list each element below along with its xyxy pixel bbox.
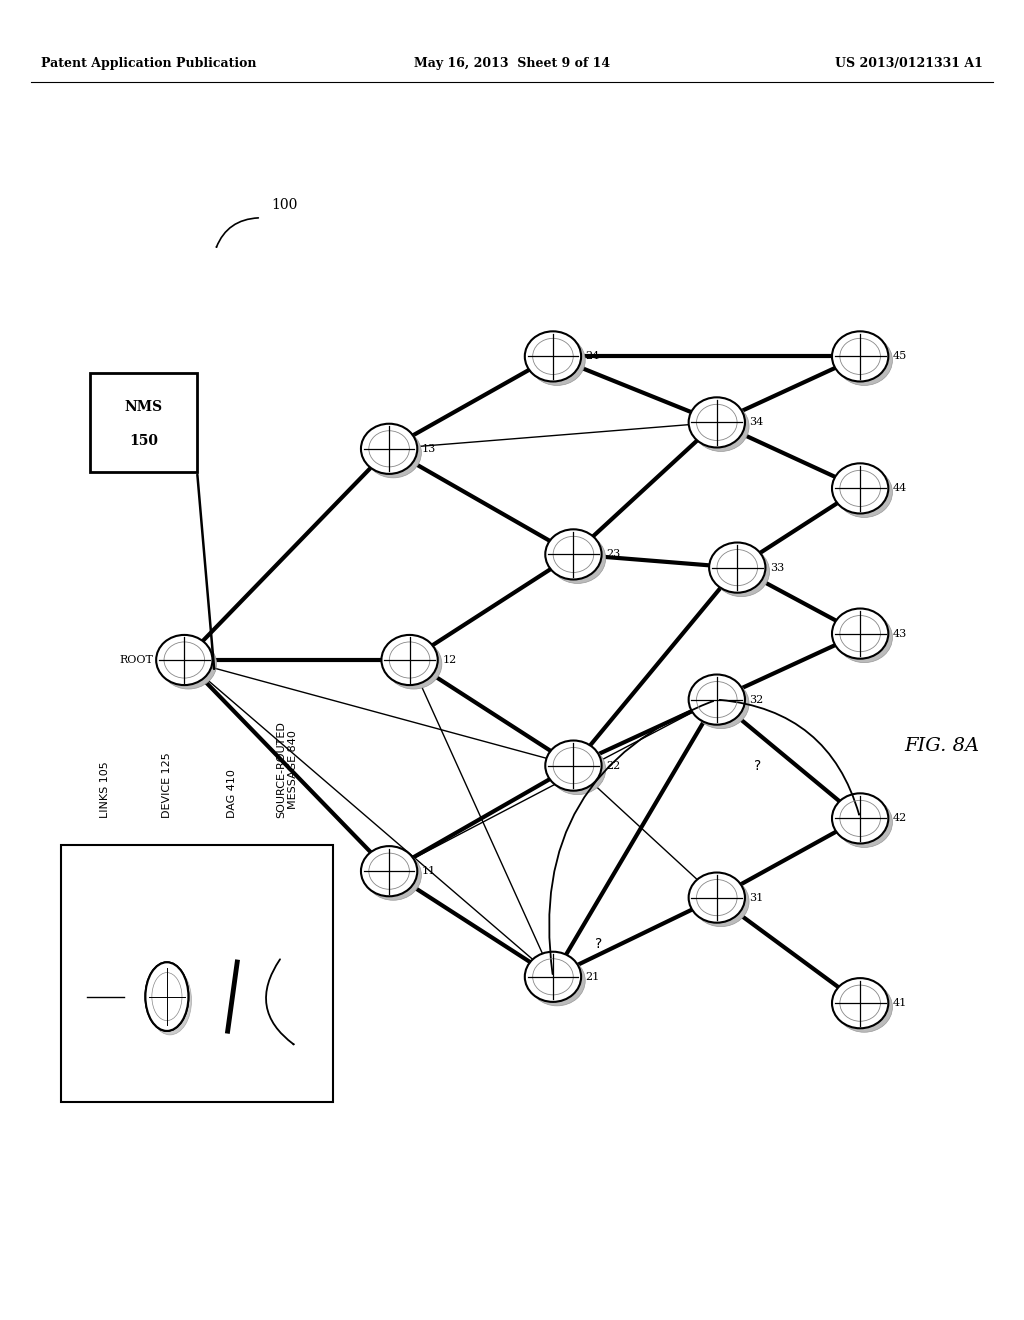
Text: 12: 12: [442, 655, 457, 665]
Ellipse shape: [148, 966, 191, 1035]
Ellipse shape: [831, 331, 888, 381]
FancyBboxPatch shape: [90, 372, 197, 471]
Ellipse shape: [385, 639, 442, 689]
Ellipse shape: [550, 744, 606, 795]
Text: 45: 45: [893, 351, 907, 362]
Text: US 2013/0121331 A1: US 2013/0121331 A1: [836, 57, 983, 70]
Text: 33: 33: [770, 562, 784, 573]
Ellipse shape: [546, 741, 602, 791]
Text: 32: 32: [750, 694, 764, 705]
Ellipse shape: [145, 962, 188, 1031]
Ellipse shape: [831, 463, 888, 513]
Ellipse shape: [836, 612, 892, 663]
Ellipse shape: [365, 850, 422, 900]
Text: 42: 42: [893, 813, 907, 824]
Text: NMS: NMS: [124, 400, 163, 413]
Text: LINKS 105: LINKS 105: [100, 762, 111, 818]
Ellipse shape: [836, 797, 892, 847]
Text: 24: 24: [586, 351, 600, 362]
Ellipse shape: [546, 529, 602, 579]
Ellipse shape: [688, 397, 744, 447]
Text: SOURCE-ROUTED
MESSAGE 840: SOURCE-ROUTED MESSAGE 840: [275, 722, 298, 818]
Ellipse shape: [529, 335, 586, 385]
Text: 13: 13: [422, 444, 436, 454]
Text: 11: 11: [422, 866, 436, 876]
Text: 21: 21: [586, 972, 600, 982]
Ellipse shape: [692, 678, 749, 729]
Ellipse shape: [145, 962, 188, 1031]
Ellipse shape: [831, 978, 888, 1028]
FancyBboxPatch shape: [61, 845, 333, 1102]
Ellipse shape: [360, 424, 418, 474]
Text: FIG. 8A: FIG. 8A: [904, 737, 980, 755]
Text: DEVICE 125: DEVICE 125: [162, 752, 172, 818]
Ellipse shape: [836, 467, 892, 517]
Ellipse shape: [525, 331, 582, 381]
Ellipse shape: [831, 609, 888, 659]
Text: Patent Application Publication: Patent Application Publication: [41, 57, 256, 70]
Text: ROOT: ROOT: [120, 655, 154, 665]
Ellipse shape: [160, 639, 217, 689]
Text: 44: 44: [893, 483, 907, 494]
Ellipse shape: [836, 335, 892, 385]
Text: 100: 100: [271, 198, 298, 211]
Ellipse shape: [713, 546, 770, 597]
Ellipse shape: [688, 873, 744, 923]
Text: 22: 22: [606, 760, 621, 771]
Text: ?: ?: [754, 759, 762, 772]
Ellipse shape: [709, 543, 765, 593]
Ellipse shape: [688, 675, 744, 725]
Ellipse shape: [836, 982, 892, 1032]
Ellipse shape: [550, 533, 606, 583]
Text: 150: 150: [129, 434, 158, 447]
Text: May 16, 2013  Sheet 9 of 14: May 16, 2013 Sheet 9 of 14: [414, 57, 610, 70]
Text: 23: 23: [606, 549, 621, 560]
Ellipse shape: [529, 956, 586, 1006]
Text: 31: 31: [750, 892, 764, 903]
Ellipse shape: [692, 401, 749, 451]
Ellipse shape: [692, 876, 749, 927]
Text: ?: ?: [595, 937, 603, 950]
Text: 34: 34: [750, 417, 764, 428]
Text: 41: 41: [893, 998, 907, 1008]
Ellipse shape: [831, 793, 888, 843]
Ellipse shape: [156, 635, 213, 685]
Ellipse shape: [365, 428, 422, 478]
Ellipse shape: [360, 846, 418, 896]
Ellipse shape: [525, 952, 582, 1002]
Text: DAG 410: DAG 410: [227, 770, 238, 818]
Text: 43: 43: [893, 628, 907, 639]
Ellipse shape: [381, 635, 438, 685]
